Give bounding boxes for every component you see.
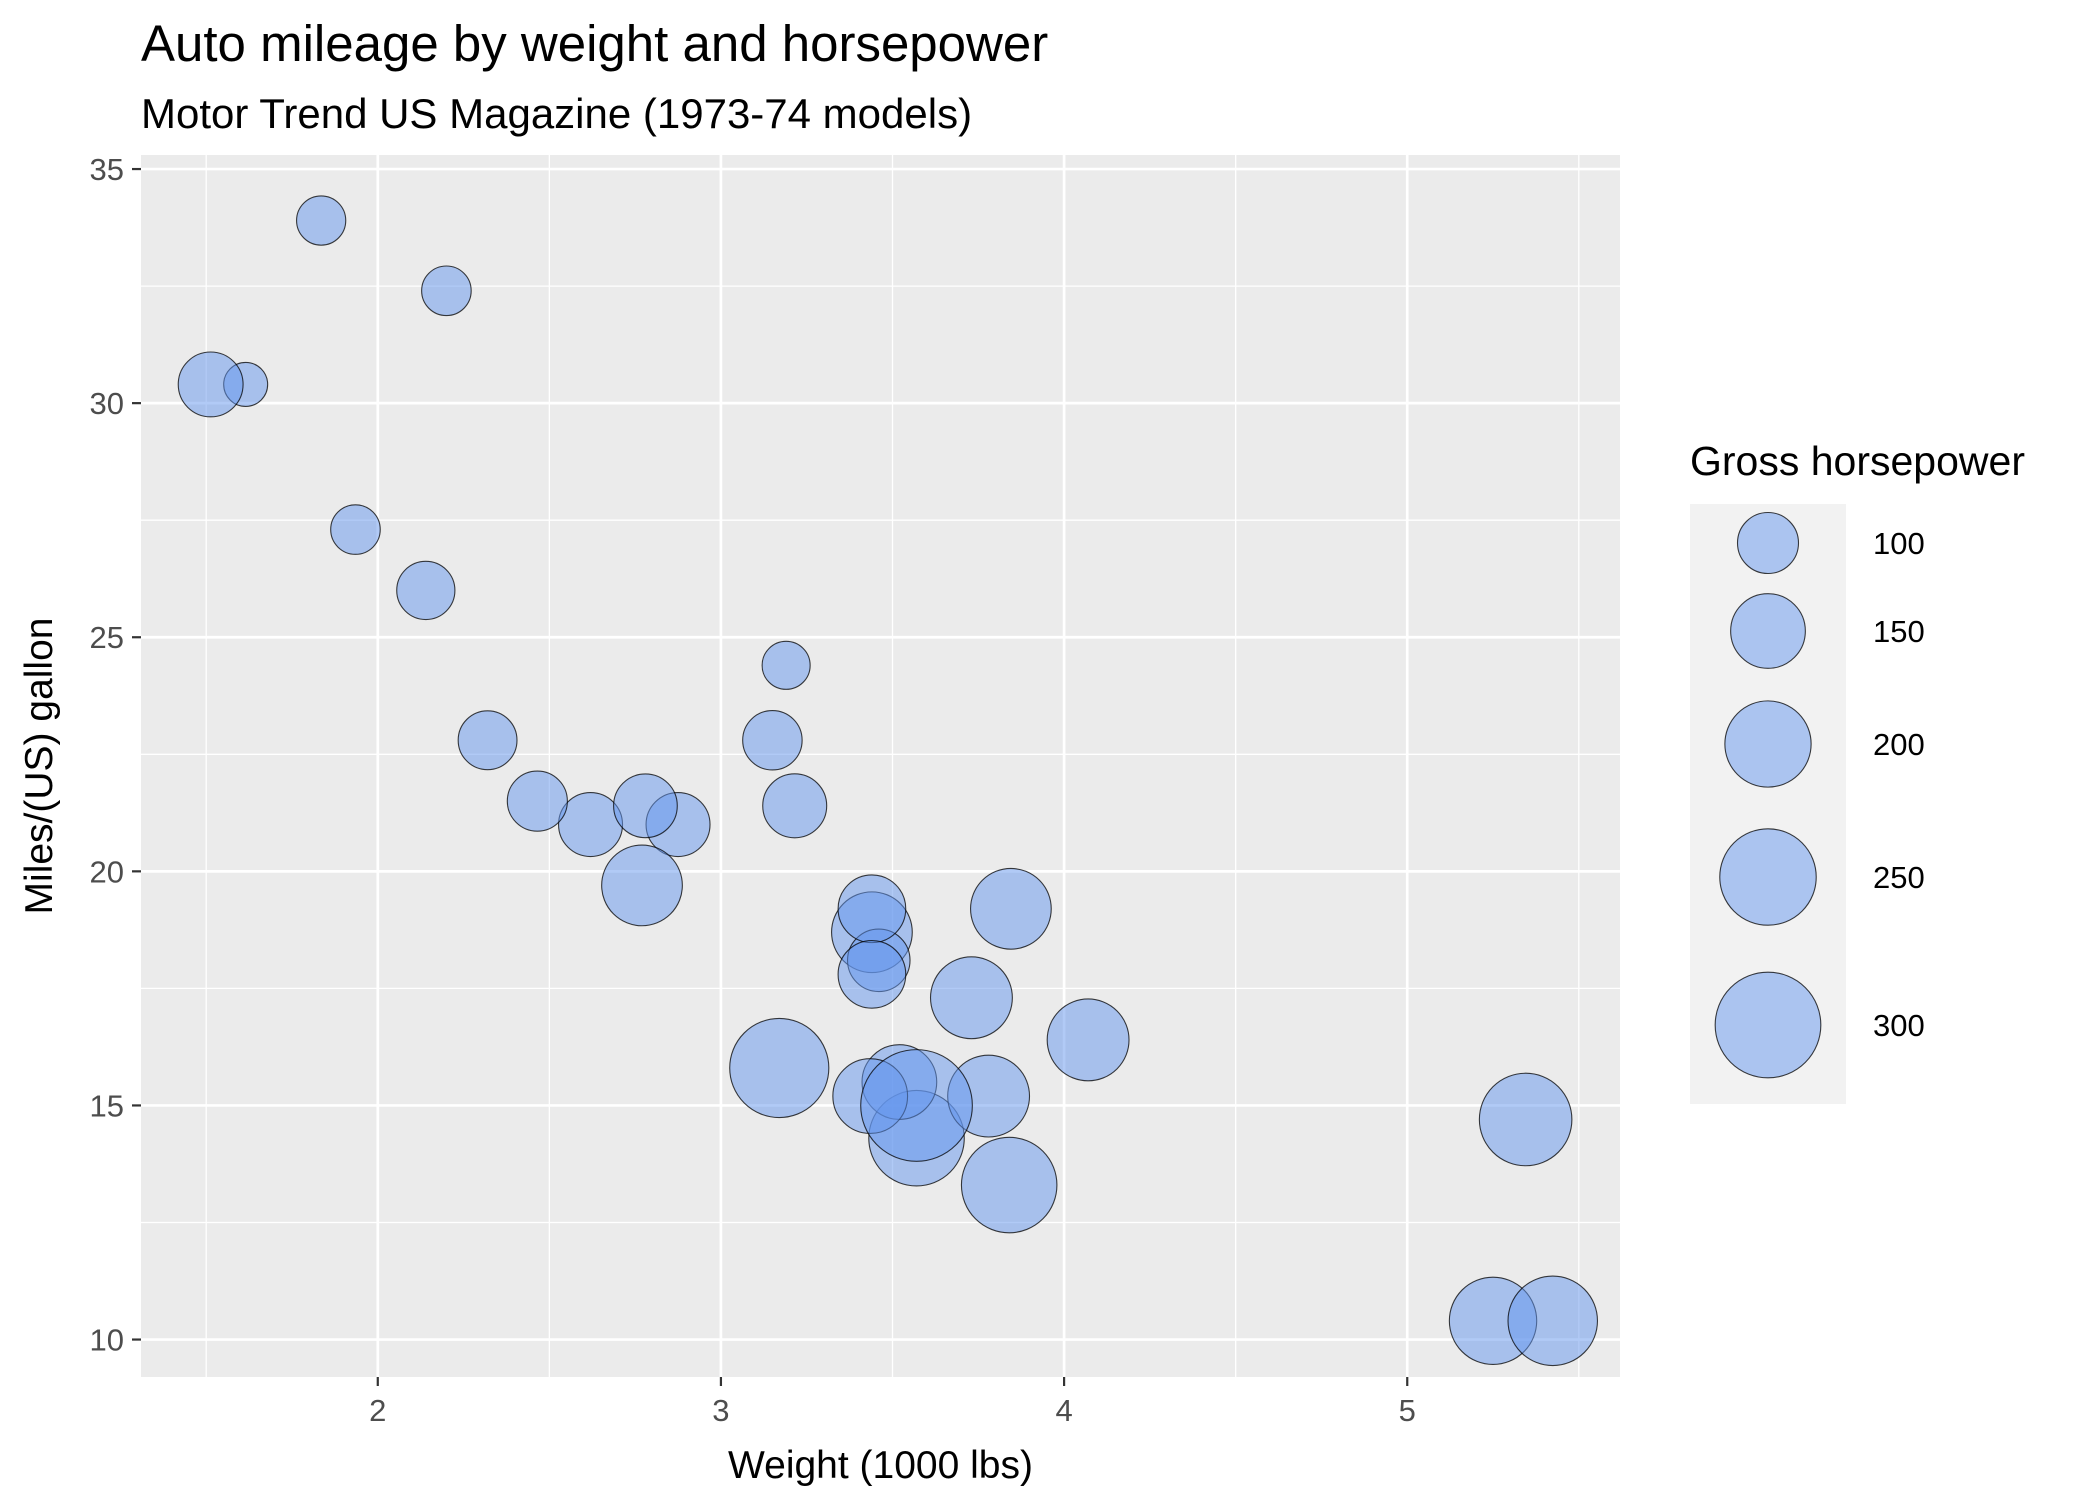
- chart-subtitle: Motor Trend US Magazine (1973-74 models): [141, 90, 973, 137]
- y-axis-label: Miles/(US) gallon: [18, 618, 61, 915]
- data-point: [860, 1049, 973, 1162]
- x-tick-label: 3: [712, 1393, 729, 1428]
- data-point: [742, 709, 803, 771]
- legend-key-label: 250: [1873, 860, 1925, 895]
- axes: Weight (1000 lbs) Miles/(US) gallon 2 3 4 5…: [18, 152, 1416, 1487]
- data-point: [729, 1017, 830, 1119]
- data-point: [1478, 1072, 1573, 1167]
- y-tick-label: 25: [90, 620, 124, 655]
- legend-key-label: 100: [1873, 526, 1925, 561]
- data-point: [761, 640, 811, 690]
- data-point: [396, 560, 456, 621]
- x-tick-label: 5: [1399, 1393, 1416, 1428]
- x-tick-label: 2: [369, 1393, 386, 1428]
- data-point: [762, 773, 828, 839]
- legend-key-label: 150: [1873, 614, 1925, 649]
- legend-key-circle: [1736, 511, 1800, 575]
- panel-background: [141, 155, 1620, 1377]
- data-point: [601, 844, 683, 927]
- legend-key-label: 300: [1873, 1008, 1925, 1043]
- data-point: [421, 265, 472, 317]
- data-point: [1046, 998, 1130, 1082]
- data-point: [330, 504, 381, 555]
- plot-panel: [141, 155, 1620, 1377]
- data-point: [929, 956, 1013, 1040]
- data-point: [296, 195, 347, 246]
- y-tick-label: 20: [90, 854, 124, 889]
- data-point: [837, 939, 907, 1009]
- data-point: [457, 710, 518, 771]
- data-point: [970, 867, 1052, 950]
- y-tick-label: 30: [90, 386, 124, 421]
- legend-key-circle: [1724, 700, 1812, 788]
- x-tick-label: 4: [1055, 1393, 1072, 1428]
- y-tick-label: 15: [90, 1088, 124, 1123]
- data-point: [557, 791, 624, 858]
- data-point: [177, 351, 244, 418]
- chart-title: Auto mileage by weight and horsepower: [141, 15, 1049, 72]
- y-tick-label: 35: [90, 152, 124, 187]
- data-point: [837, 874, 907, 944]
- legend-key-circle: [1730, 593, 1806, 669]
- legend-key-circle: [1719, 828, 1817, 926]
- data-point: [506, 770, 568, 832]
- y-tick-label: 10: [90, 1323, 124, 1358]
- legend-key-label: 200: [1873, 727, 1925, 762]
- data-point: [613, 773, 678, 839]
- legend-title: Gross horsepower: [1690, 438, 2025, 484]
- data-point: [960, 1136, 1058, 1234]
- legend-key-circle: [1714, 971, 1822, 1079]
- data-points: [177, 195, 1599, 1367]
- x-axis-label: Weight (1000 lbs): [728, 1444, 1033, 1487]
- data-point: [1507, 1275, 1599, 1367]
- legend: Gross horsepower 100 150 200 250 300: [1690, 438, 2025, 1104]
